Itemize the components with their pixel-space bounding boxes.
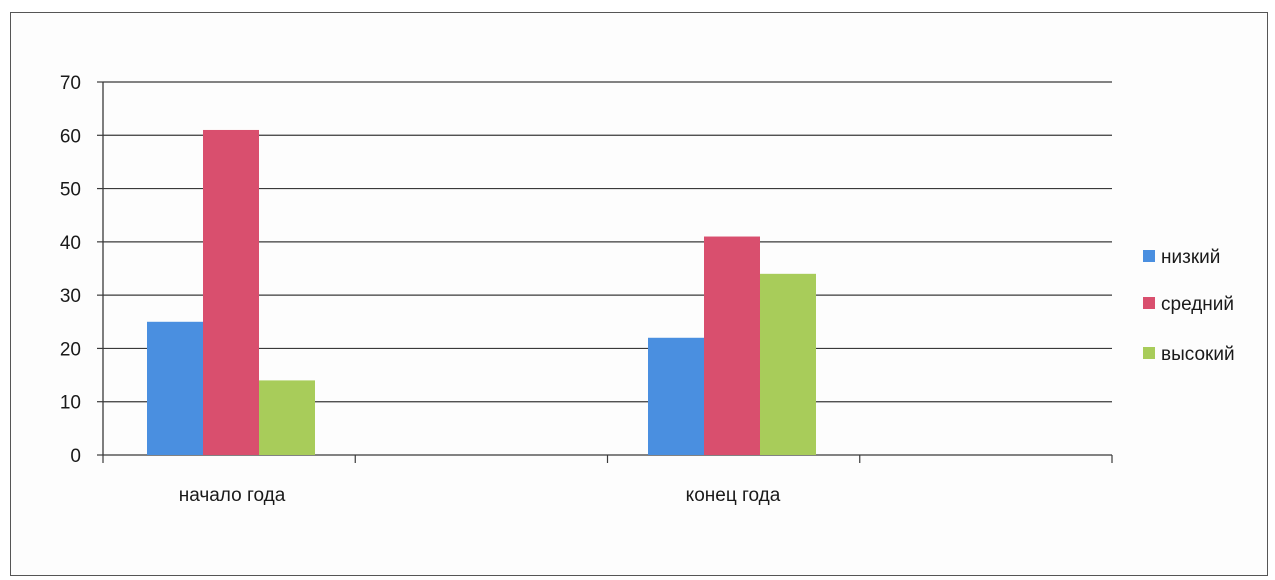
y-tick-label: 20: [60, 339, 81, 360]
bar-низкий-0: [147, 321, 203, 455]
legend-label: средний: [1161, 294, 1234, 315]
y-tick-label: 30: [60, 286, 81, 307]
legend-label: высокий: [1161, 344, 1235, 365]
x-category-label: начало года: [179, 485, 286, 506]
y-tick-label: 50: [60, 180, 81, 201]
legend-swatch: [1143, 297, 1155, 309]
y-tick-label: 60: [60, 126, 81, 147]
y-tick-label: 70: [60, 73, 81, 94]
bar-низкий-1: [648, 337, 704, 455]
legend-label: низкий: [1161, 247, 1220, 268]
y-tick-label: 0: [70, 446, 81, 467]
legend-swatch: [1143, 347, 1155, 359]
y-tick-label: 40: [60, 233, 81, 254]
x-category-label: конец года: [686, 485, 781, 506]
bars: [147, 129, 816, 455]
bar-высокий-1: [760, 273, 816, 455]
legend-swatch: [1143, 250, 1155, 262]
bar-средний-1: [704, 236, 760, 455]
bar-средний-0: [203, 129, 259, 455]
legend: низкий средний высокий: [1143, 247, 1235, 365]
bar-высокий-0: [259, 380, 315, 455]
y-tick-label: 10: [60, 393, 81, 414]
labels: 0 10 20 30 40 50 60 70 начало года конец года: [60, 73, 781, 506]
